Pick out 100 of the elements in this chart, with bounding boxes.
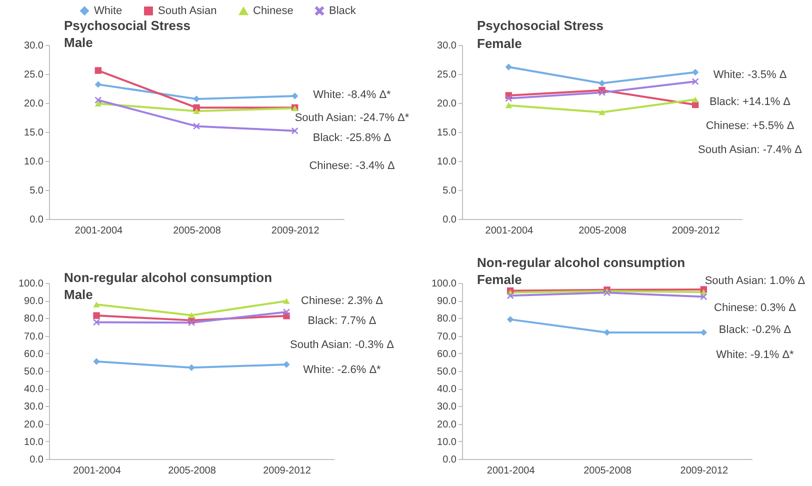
annotation: South Asian: -24.7% Δ* [294,112,410,124]
y-tick-label: 50.0 [24,366,44,378]
point [193,96,200,102]
x-tick-label: 2009-2012 [263,466,312,476]
y-tick-label: 5.0 [30,186,44,196]
annotation: White: -2.6% Δ* [303,364,382,376]
y-tick-label: 80.0 [24,314,44,325]
x-tick-label: 2009-2012 [271,226,320,236]
y-tick-label: 20.0 [24,419,44,430]
y-tick-label: 70.0 [24,331,44,342]
annotation: White: -3.5% Δ [713,69,788,81]
x-tick-label: 2001-2004 [486,466,536,476]
point [598,80,606,87]
y-tick-label: 10.0 [24,156,44,168]
chart-title: Psychosocial Stress [477,18,604,33]
y-tick-label: 20.0 [24,98,44,110]
legend-label: Chinese [253,5,294,18]
annotation: South Asian: -0.3% Δ [290,339,395,351]
y-tick-label: 10.0 [24,436,44,448]
point [506,316,514,323]
point [93,358,100,365]
y-tick-label: 10.0 [437,436,457,448]
y-tick-label: 100.0 [431,278,457,290]
annotation: Chinese: 0.3% Δ [714,302,797,314]
point [283,298,290,304]
legend-label: South Asian [158,4,217,17]
x-tick-label: 2009-2012 [672,226,720,236]
chart-subtitle: Female [477,36,522,51]
y-tick-label: 100.0 [18,278,44,290]
point [291,92,298,100]
y-tick-label: 20.0 [437,419,457,430]
annotation: South Asian: 1.0% Δ [704,275,806,287]
x-tick-label: 2001-2004 [485,226,534,236]
point [700,329,708,336]
chart-title: Psychosocial Stress [64,18,190,33]
y-tick-label: 70.0 [437,331,457,342]
y-tick-label: 5.0 [442,186,457,196]
chart-subtitle: Male [64,287,93,302]
point [188,312,195,318]
annotation: Black: +14.1% Δ [709,96,792,108]
point [598,109,606,116]
chart-subtitle: Male [64,35,93,50]
point [692,68,699,76]
annotation: Black: -25.8% Δ [312,132,392,144]
point [505,64,512,70]
y-tick-label: 90.0 [24,296,44,308]
y-tick-label: 40.0 [437,384,457,396]
point [506,292,514,300]
point [94,100,102,106]
point [193,104,200,111]
y-tick-label: 40.0 [24,384,44,396]
x-tick-label: 2001-2004 [73,466,122,476]
annotation: White: -9.1% Δ* [716,349,795,361]
point [604,289,610,296]
chart-title: Non-regular alcohol consumption [477,255,686,270]
y-tick-label: 80.0 [437,314,457,325]
y-tick-label: 30.0 [24,402,44,413]
y-tick-label: 10.0 [437,156,457,168]
annotation: Chinese: +5.5% Δ [706,120,795,132]
point [93,312,100,319]
point [700,293,708,300]
point [93,318,100,326]
y-tick-label: 25.0 [24,70,44,80]
point [94,67,102,74]
y-tick-label: 0.0 [442,454,457,466]
point [291,127,298,134]
chart-title: Non-regular alcohol consumption [64,270,272,285]
y-tick-label: 25.0 [437,70,457,80]
annotation: White: -8.4% Δ* [313,89,392,101]
x-tick-label: 2005-2008 [168,466,216,476]
y-tick-label: 15.0 [24,128,44,138]
annotation: South Asian: -7.4% Δ [698,144,803,156]
y-tick-label: 30.0 [24,40,44,52]
x-tick-label: 2005-2008 [578,226,627,236]
point [94,81,102,88]
x-tick-label: 2009-2012 [680,466,729,476]
x-tick-label: 2005-2008 [173,226,222,236]
point [283,361,290,368]
x-tick-label: 2001-2004 [74,226,124,236]
y-tick-label: 60.0 [437,348,457,360]
y-tick-label: 60.0 [24,348,44,360]
point [188,319,195,326]
y-tick-label: 30.0 [437,402,457,413]
point [692,96,699,102]
x-tick-label: 2005-2008 [584,466,632,476]
annotation: Chinese: 2.3% Δ [301,295,384,307]
chart-subtitle: Female [477,272,522,287]
point [505,102,512,108]
y-tick-label: 50.0 [437,366,457,378]
y-tick-label: 20.0 [437,98,457,110]
point [94,96,102,104]
point [505,95,512,102]
y-tick-label: 30.0 [437,40,457,52]
annotation: Black: -0.2% Δ [718,324,792,336]
point [193,108,200,114]
y-tick-label: 15.0 [437,128,457,138]
annotation: Black: 7.7% Δ [308,315,377,327]
legend-label: Black [329,4,356,17]
legend-label: White [94,4,122,17]
point [93,302,100,308]
